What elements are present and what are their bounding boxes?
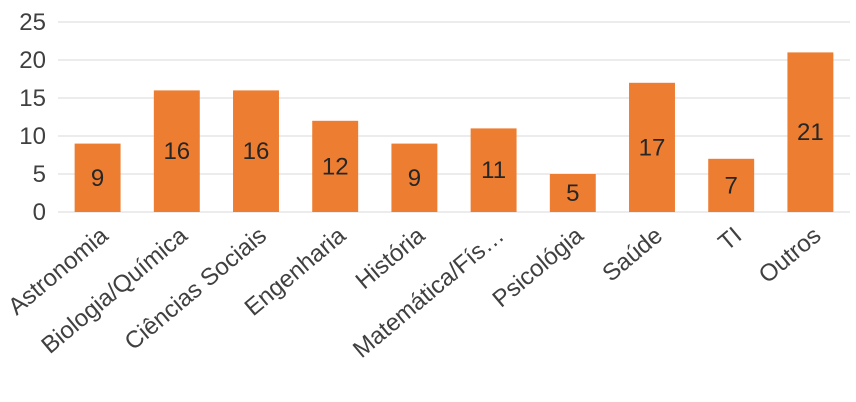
data-label: 11 [481,157,506,184]
data-label: 17 [639,134,666,161]
bar [549,174,596,212]
y-tick-label: 10 [19,123,46,150]
category-label: TI [713,222,747,256]
category-label: Saúde [597,222,668,287]
bar [233,90,279,212]
data-label: 16 [163,138,190,165]
bar [787,52,834,213]
bar [708,158,755,212]
data-label: 7 [725,172,738,199]
bar [312,120,359,212]
bar [629,82,675,212]
category-label: Ciências Sociais [120,222,272,356]
y-tick-label: 20 [19,47,46,74]
category-label: Biologia/Química [36,221,193,359]
y-tick-label: 5 [33,161,46,188]
data-label: 16 [243,138,270,165]
data-label: 9 [408,165,421,192]
data-label: 21 [797,119,824,146]
bar [74,143,121,212]
y-tick-label: 25 [19,9,46,36]
data-label: 12 [322,153,349,180]
data-label: 5 [566,180,579,207]
data-label: 9 [91,165,104,192]
y-axis-ticks: 0 5 10 15 20 25 [19,9,46,226]
bars [74,52,834,213]
bar [391,143,438,212]
category-label: Outros [754,222,827,289]
bar [153,90,200,212]
bar [470,128,517,212]
data-labels: 9 16 16 12 9 11 5 17 7 21 [91,119,824,207]
y-tick-label: 15 [19,85,46,112]
y-tick-label: 0 [33,199,46,226]
